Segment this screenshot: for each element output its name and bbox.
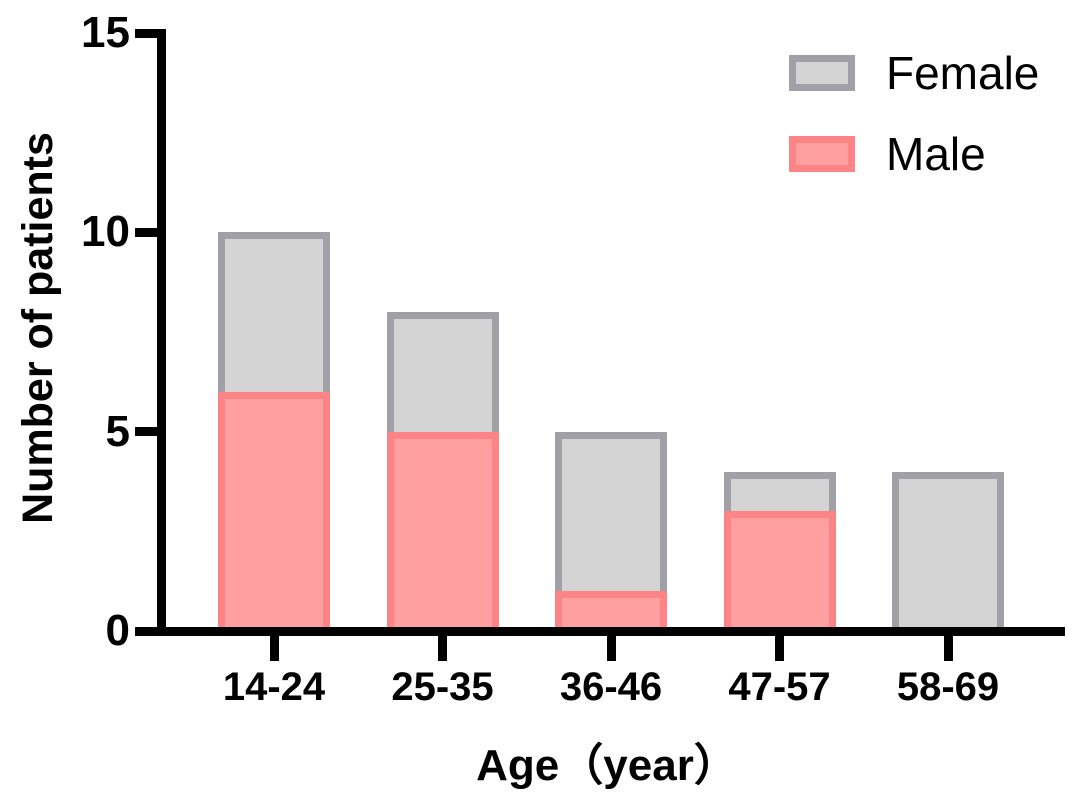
y-tick-label: 5 xyxy=(105,406,130,456)
x-axis-tick xyxy=(606,636,616,661)
x-tick-label: 58-69 xyxy=(896,665,1000,709)
x-tick-label: 14-24 xyxy=(222,665,326,709)
bar-male-47-57 xyxy=(723,511,836,631)
legend-label-male: Male xyxy=(886,128,986,180)
x-axis-tick xyxy=(775,636,784,661)
y-tick-label: 0 xyxy=(105,606,130,655)
legend-label-female: Female xyxy=(886,47,1040,99)
y-tick-label: 10 xyxy=(81,207,130,257)
y-axis-line xyxy=(157,29,166,636)
y-axis-title: Number of patients xyxy=(14,132,62,524)
y-axis-tick xyxy=(135,28,158,38)
bar-female-36-46 xyxy=(555,431,667,599)
legend-swatch-female xyxy=(789,55,855,91)
y-axis-tick xyxy=(135,227,158,237)
x-tick-label: 36-46 xyxy=(559,665,663,709)
y-axis-tick xyxy=(135,626,158,636)
bar-male-25-35 xyxy=(386,431,499,631)
x-axis-line xyxy=(135,627,1065,636)
y-axis-tick xyxy=(135,427,158,437)
x-axis-tick xyxy=(269,636,279,661)
x-axis-tick xyxy=(943,636,953,661)
x-tick-label: 47-57 xyxy=(728,665,831,709)
bar-male-14-24 xyxy=(218,391,330,631)
bar-female-58-69 xyxy=(892,471,1004,631)
x-axis-title: Age（year） xyxy=(476,741,738,790)
bar-female-25-35 xyxy=(386,312,499,439)
bar-male-36-46 xyxy=(555,591,667,631)
y-tick-label: 15 xyxy=(81,8,130,57)
legend-swatch-male xyxy=(789,136,855,172)
bar-female-47-57 xyxy=(723,471,836,519)
x-axis-tick xyxy=(438,636,447,661)
x-tick-label: 25-35 xyxy=(391,665,494,709)
bar-female-14-24 xyxy=(218,232,330,399)
